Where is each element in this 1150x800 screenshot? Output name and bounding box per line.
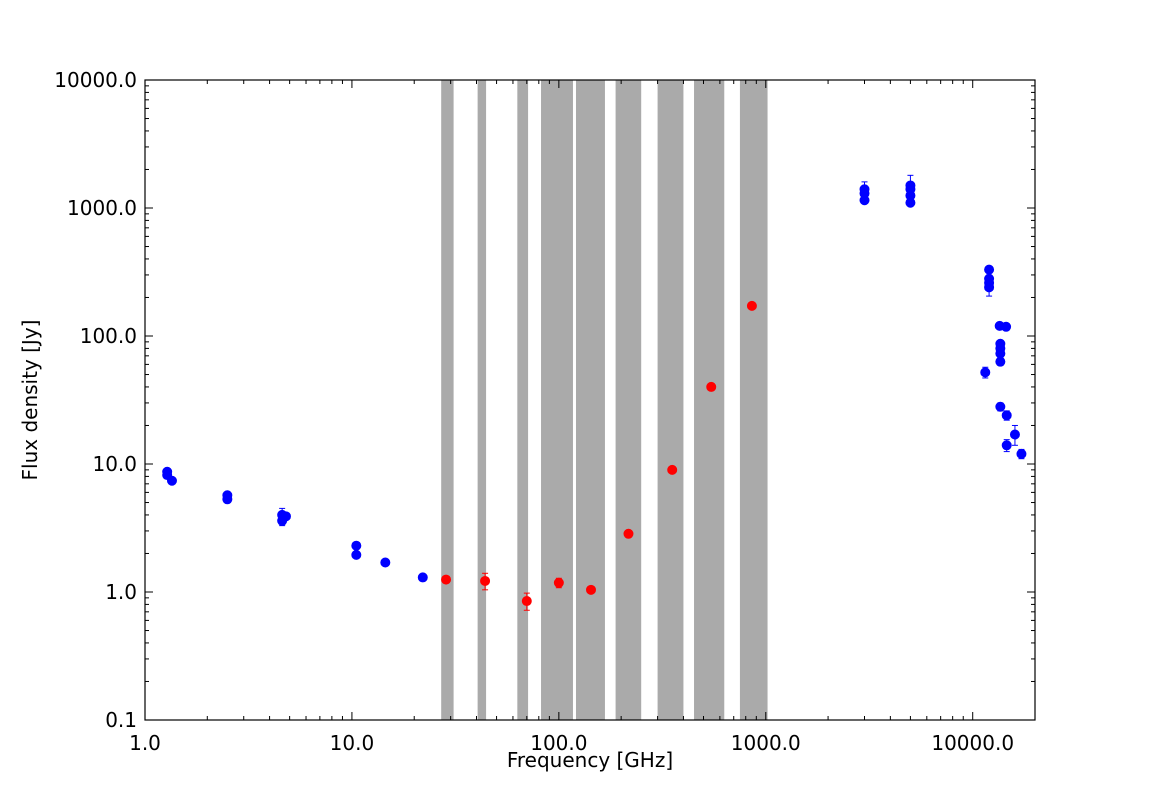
data-point	[995, 348, 1006, 359]
x-tick-label: 10.0	[330, 731, 375, 755]
data-point	[980, 366, 991, 379]
y-tick-label: 1000.0	[67, 196, 137, 220]
frequency-band-8	[739, 80, 768, 720]
point-marker	[995, 401, 1006, 412]
point-marker	[905, 197, 916, 208]
data-point	[995, 401, 1006, 412]
point-marker	[980, 367, 991, 378]
data-point	[280, 511, 291, 522]
data-point	[351, 540, 362, 551]
data-point	[905, 197, 916, 208]
point-marker	[1001, 321, 1012, 332]
point-marker	[351, 549, 362, 560]
data-point	[706, 381, 717, 392]
point-marker	[480, 575, 491, 586]
data-point	[1009, 424, 1020, 446]
frequency-band-6	[657, 80, 684, 720]
data-point	[1001, 410, 1012, 421]
frequency-band-5	[615, 80, 642, 720]
data-point	[667, 464, 678, 475]
point-marker	[984, 282, 995, 293]
axis-tick-labels: 1.0 10.0 100.0 1000.0 10000.00.11.010.0100.0…	[54, 68, 1014, 755]
data-point	[746, 300, 757, 311]
x-axis-label: Frequency [GHz]	[507, 748, 673, 772]
y-tick-label: 1.0	[105, 580, 137, 604]
plot-frame	[144, 79, 1036, 721]
data-point	[984, 264, 995, 275]
point-marker	[417, 572, 428, 583]
data-point	[995, 356, 1006, 367]
point-marker	[746, 300, 757, 311]
point-marker	[585, 584, 596, 595]
frequency-bands	[441, 80, 768, 720]
data-point	[380, 557, 391, 568]
point-marker	[623, 528, 634, 539]
y-tick-label: 100.0	[80, 324, 137, 348]
x-tick-label: 1000.0	[731, 731, 801, 755]
point-marker	[984, 264, 995, 275]
data-point	[1016, 448, 1027, 460]
data-point	[1001, 439, 1012, 453]
data-point	[351, 549, 362, 560]
data-point	[623, 528, 634, 539]
x-tick-label: 1.0	[129, 731, 161, 755]
frequency-band-1	[477, 80, 487, 720]
data-point	[441, 574, 452, 585]
y-tick-label: 10.0	[92, 452, 137, 476]
point-marker	[380, 557, 391, 568]
x-tick-label: 10000.0	[931, 731, 1014, 755]
frequency-band-0	[441, 80, 454, 720]
point-marker	[995, 356, 1006, 367]
point-marker	[166, 475, 177, 486]
data-point	[166, 475, 177, 486]
point-marker	[1001, 440, 1012, 451]
point-marker	[1001, 410, 1012, 421]
x-tick-label: 100.0	[530, 731, 587, 755]
frequency-band-4	[575, 80, 605, 720]
point-marker	[280, 511, 291, 522]
data-point	[585, 584, 596, 595]
data-point	[222, 494, 233, 505]
data-points	[162, 174, 1027, 611]
point-marker	[1016, 448, 1027, 459]
frequency-band-2	[517, 80, 529, 720]
point-marker	[1009, 429, 1020, 440]
y-tick-label: 10000.0	[54, 68, 137, 92]
point-marker	[441, 574, 452, 585]
point-marker	[706, 381, 717, 392]
point-marker	[222, 494, 233, 505]
point-marker	[553, 577, 564, 588]
data-point	[553, 577, 564, 589]
point-marker	[521, 596, 532, 607]
point-marker	[995, 348, 1006, 359]
data-point	[984, 279, 995, 297]
data-point	[480, 572, 491, 591]
data-point	[417, 572, 428, 583]
point-marker	[859, 195, 870, 206]
frequency-band-7	[694, 80, 725, 720]
point-marker	[351, 540, 362, 551]
data-point	[521, 592, 532, 611]
y-tick-label: 0.1	[105, 708, 137, 732]
data-point	[859, 195, 870, 206]
axis-ticks	[144, 79, 1036, 721]
data-point	[1001, 321, 1012, 332]
point-marker	[667, 464, 678, 475]
frequency-band-3	[541, 80, 573, 720]
y-axis-label: Flux density [Jy]	[18, 320, 42, 481]
